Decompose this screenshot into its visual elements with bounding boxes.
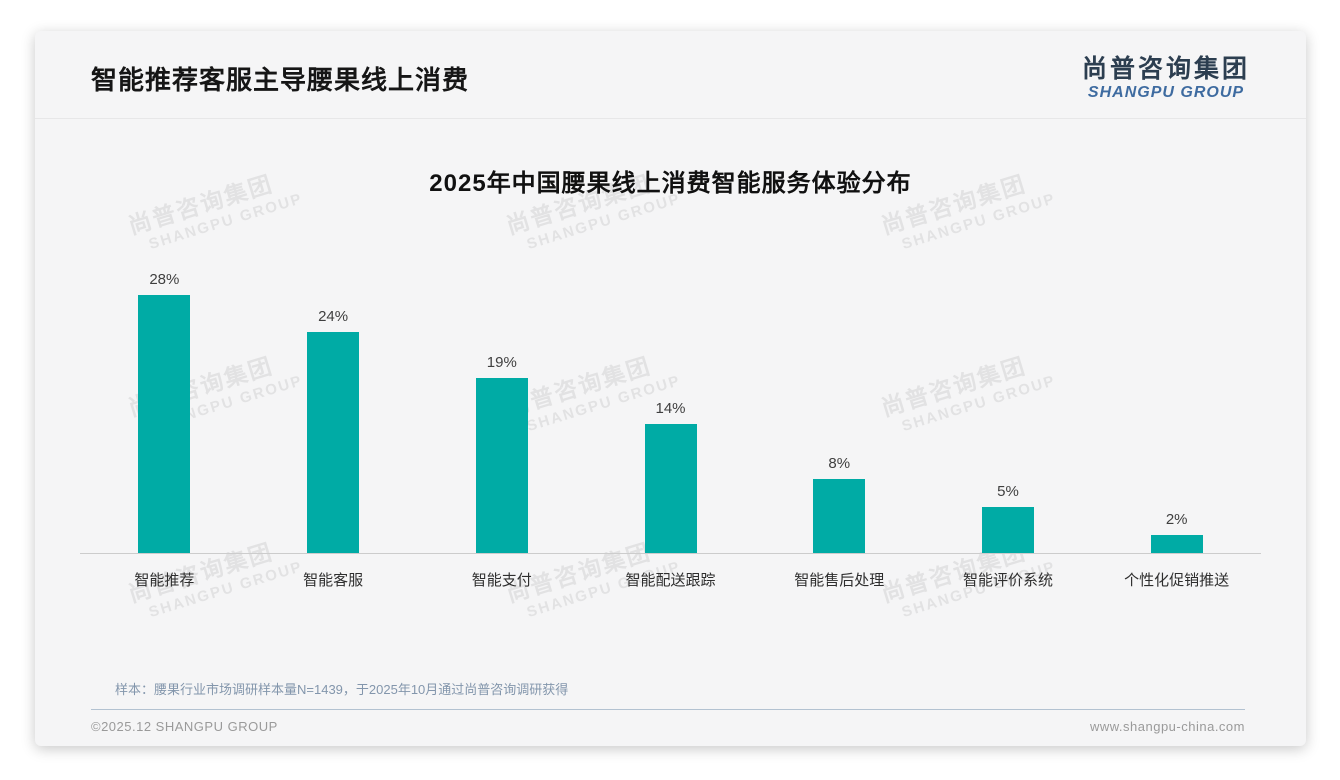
bar [475,378,528,553]
logo-english-text: SHANGPU GROUP [1087,83,1245,101]
category-label: 智能评价系统 [962,572,1053,589]
bar-column: 14% [586,400,755,553]
bar [138,295,191,553]
category-label: 智能支付 [471,572,532,589]
slide-header: 智能推荐客服主导腰果线上消费 尚普咨询集团 SHANGPU GROUP [35,31,1306,119]
bar-value-label: 28% [149,271,180,288]
bar-column: 2% [1092,511,1261,553]
bar-value-label: 8% [828,455,851,472]
bar [1150,535,1203,553]
category-label: 智能客服 [303,572,364,589]
footer-area: 样本：腰果行业市场调研样本量N=1439，于2025年10月通过尚普咨询调研获得… [91,679,1245,734]
category-label: 智能推荐 [134,572,195,589]
chart-area: 2025年中国腰果线上消费智能服务体验分布 28% 24% 19% 14% 8% 5% 2%… [35,163,1306,590]
bar-column: 19% [417,354,586,553]
bar-column: 28% [80,271,249,553]
bar [644,424,697,553]
bar-value-label: 5% [997,483,1019,500]
footer-divider [91,709,1245,710]
bar-column: 24% [249,308,418,553]
report-slide: 尚普咨询集团 SHANGPU GROUP 尚普咨询集团 SHANGPU GROUP 尚普… [35,31,1306,746]
copyright-text: ©2025.12 SHANGPU GROUP [91,719,278,734]
page-title: 智能推荐客服主导腰果线上消费 [91,65,470,95]
sample-note: 样本：腰果行业市场调研样本量N=1439，于2025年10月通过尚普咨询调研获得 [115,682,569,697]
category-label: 个性化促销推送 [1124,572,1230,589]
bar-value-label: 24% [318,308,349,325]
chart-title: 2025年中国腰果线上消费智能服务体验分布 [429,170,912,197]
bar-column: 5% [924,483,1093,553]
website-url: www.shangpu-china.com [1089,719,1245,734]
category-row: 智能推荐 智能客服 智能支付 智能配送跟踪 智能售后处理 智能评价系统 个性化促销推送 [80,569,1261,590]
bar-plot: 28% 24% 19% 14% 8% 5% 2% [80,264,1261,554]
category-label: 智能售后处理 [794,572,885,589]
bar-value-label: 14% [655,400,686,417]
bar [981,507,1034,553]
bar [813,479,866,553]
category-label: 智能配送跟踪 [625,572,716,589]
bar-value-label: 2% [1165,511,1188,528]
bar-column: 8% [755,455,924,553]
footer-row: ©2025.12 SHANGPU GROUP www.shangpu-china… [91,719,1245,734]
logo-chinese-text: 尚普咨询集团 [1081,54,1250,83]
company-logo: 尚普咨询集团 SHANGPU GROUP [1082,55,1250,102]
bar [307,332,360,553]
bar-value-label: 19% [486,354,517,371]
